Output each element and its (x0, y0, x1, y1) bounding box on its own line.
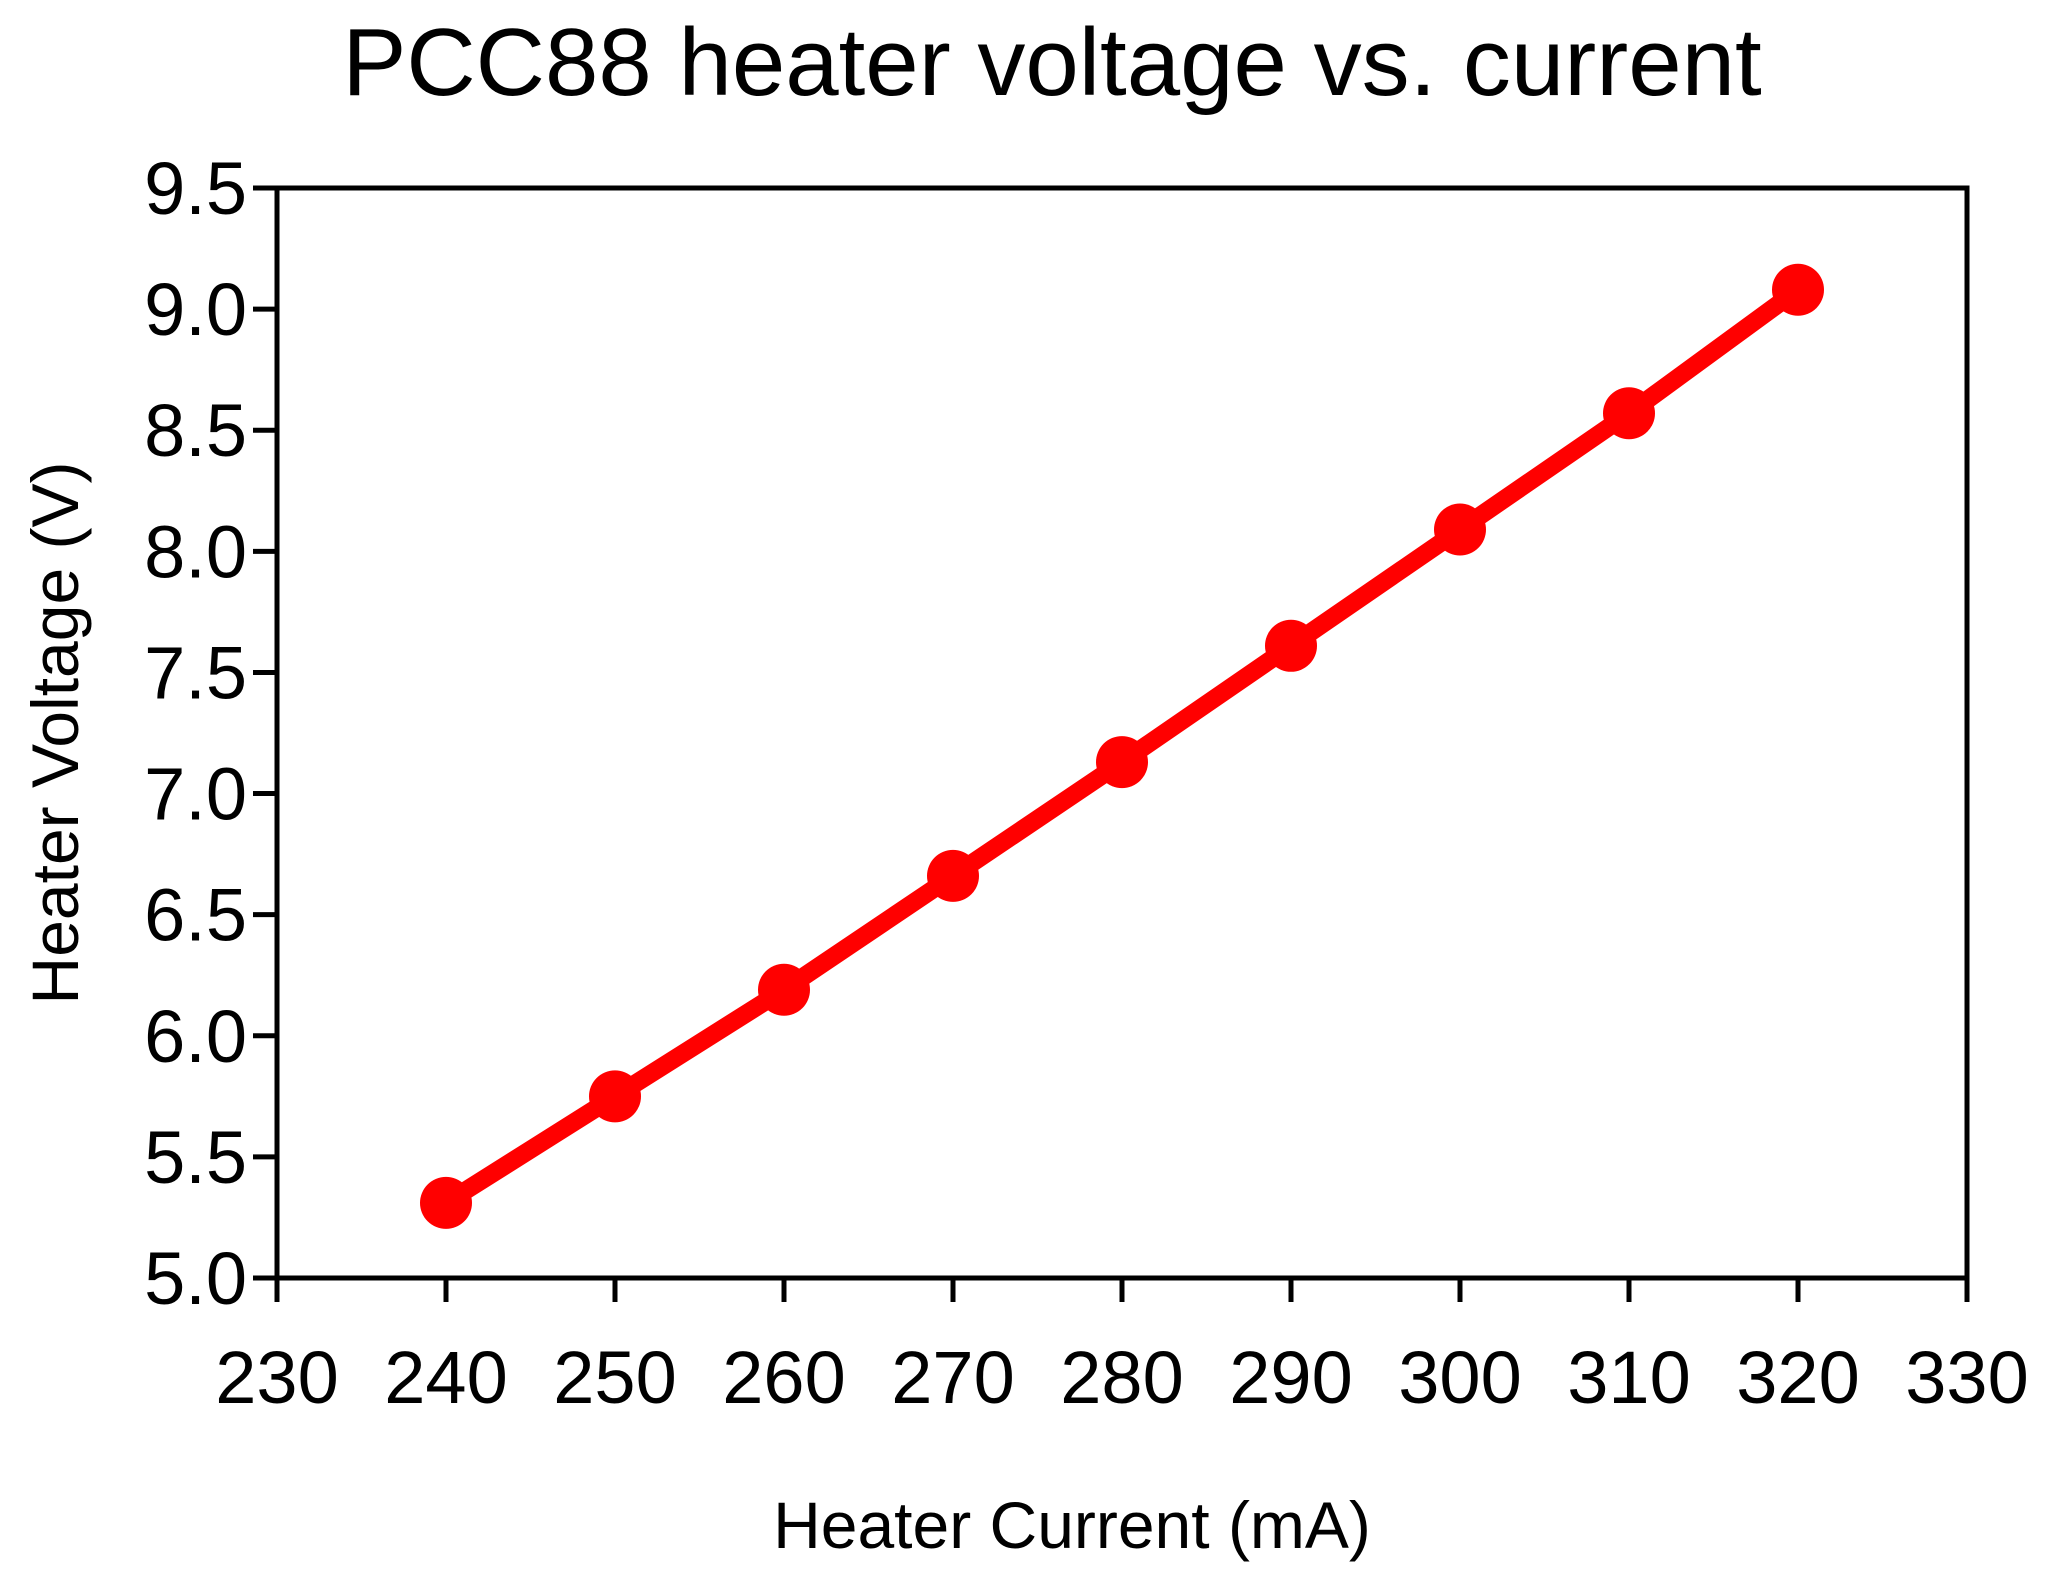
x-axis-label: Heater Current (mA) (773, 1488, 1371, 1562)
data-point (1772, 263, 1824, 316)
y-axis: 5.0 5.5 6.0 6.5 7.0 7.5 8.0 8.5 9.0 9.5 (144, 147, 277, 1320)
x-tick-label: 260 (722, 1336, 845, 1419)
x-tick-label: 250 (553, 1336, 676, 1419)
y-tick-label: 9.5 (144, 147, 247, 230)
x-tick-label: 310 (1567, 1336, 1690, 1419)
data-point (420, 1176, 472, 1229)
y-tick-label: 9.0 (144, 268, 247, 351)
y-tick-label: 6.5 (144, 874, 247, 957)
y-tick-label: 8.5 (144, 389, 247, 472)
chart-title: PCC88 heater voltage vs. current (342, 9, 1761, 116)
y-tick-label: 7.0 (144, 753, 247, 836)
data-point (1265, 619, 1317, 672)
x-tick-label: 240 (384, 1336, 507, 1419)
data-point (1603, 387, 1655, 440)
x-tick-label: 320 (1736, 1336, 1859, 1419)
series-layer (420, 263, 1824, 1229)
y-tick-label: 5.0 (144, 1237, 247, 1320)
x-tick-label: 230 (215, 1336, 338, 1419)
data-point (758, 963, 810, 1016)
x-tick-label: 270 (891, 1336, 1014, 1419)
data-point (589, 1070, 641, 1123)
y-axis-label: Heater Voltage (V) (18, 462, 92, 1005)
data-point (1096, 736, 1148, 789)
y-tick-label: 5.5 (144, 1116, 247, 1199)
x-tick-label: 290 (1229, 1336, 1352, 1419)
x-tick-label: 330 (1905, 1336, 2028, 1419)
data-point (1434, 503, 1486, 556)
x-tick-label: 280 (1060, 1336, 1183, 1419)
data-point (927, 849, 979, 902)
x-axis: 230 240 250 260 270 280 290 300 310 320 330 (215, 1278, 2029, 1419)
y-tick-label: 6.0 (144, 995, 247, 1078)
y-tick-label: 7.5 (144, 631, 247, 714)
y-tick-label: 8.0 (144, 510, 247, 593)
x-tick-label: 300 (1398, 1336, 1521, 1419)
